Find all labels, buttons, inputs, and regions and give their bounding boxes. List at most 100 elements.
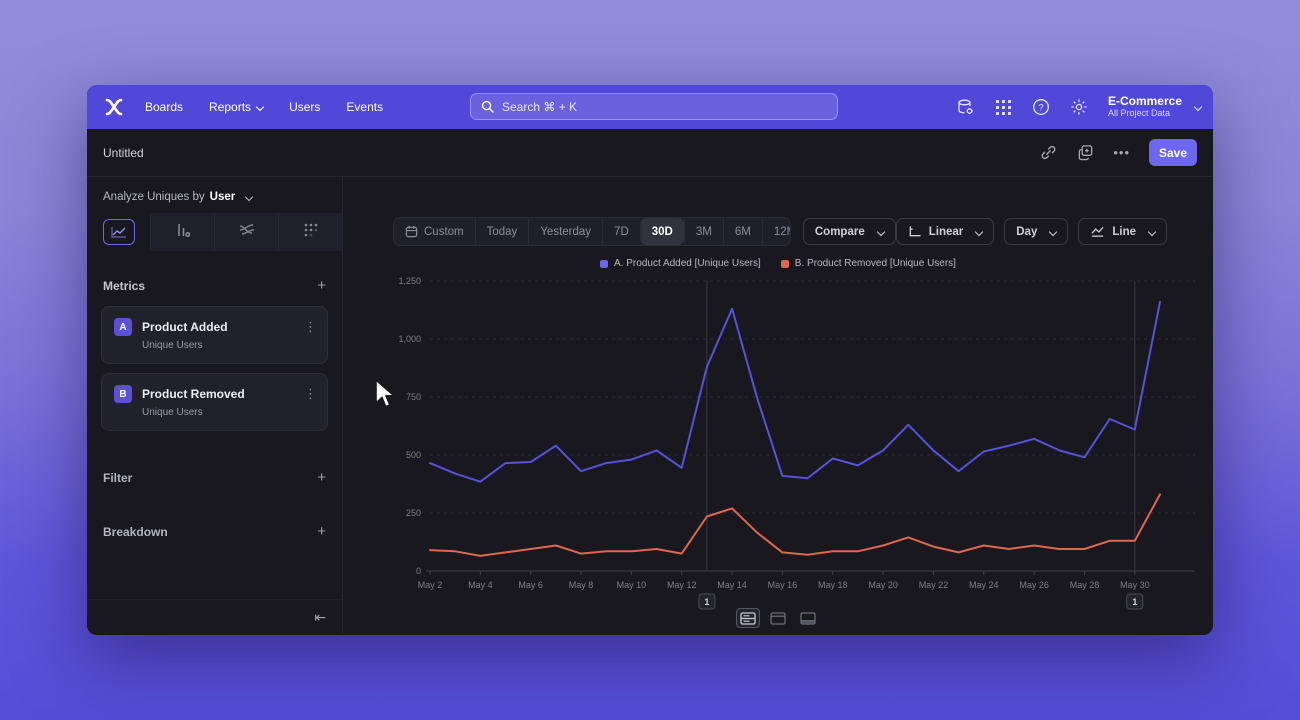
svg-text:May 6: May 6 bbox=[518, 580, 543, 590]
nav-item-label: Events bbox=[346, 100, 384, 114]
add-metric-button[interactable]: + bbox=[317, 277, 326, 294]
nav-item-users[interactable]: Users bbox=[289, 100, 320, 114]
interval-label: Day bbox=[1016, 225, 1038, 238]
series-line[interactable] bbox=[429, 300, 1161, 483]
chart-panel: Custom Today Yesterday 7D 30D 3M 6M 12M … bbox=[343, 177, 1213, 634]
chevron-down-icon bbox=[876, 227, 885, 236]
chart-legend: A. Product Added [Unique Users] B. Produc… bbox=[343, 258, 1213, 269]
analyze-entity-dropdown[interactable]: User bbox=[209, 191, 236, 203]
search-input[interactable]: Search ⌘ + K bbox=[470, 93, 838, 120]
chevron-down-icon bbox=[975, 227, 984, 236]
metric-badge: A bbox=[114, 318, 132, 336]
date-range-segmented-control: Custom Today Yesterday 7D 30D 3M 6M 12M bbox=[393, 217, 791, 246]
tab-insights-bar[interactable] bbox=[150, 213, 214, 251]
chart-area[interactable]: 0 250 500 750 1,000 1,250 May 2 May 4 May 6 May 8… bbox=[343, 274, 1213, 619]
copy-link-icon[interactable] bbox=[1039, 144, 1057, 162]
legend-item[interactable]: B. Product Removed [Unique Users] bbox=[780, 258, 956, 269]
data-management-icon[interactable] bbox=[956, 98, 975, 117]
app-window: Boards Reports Users Events Search ⌘ + K bbox=[87, 85, 1213, 635]
tab-flows[interactable] bbox=[214, 213, 278, 251]
svg-text:May 28: May 28 bbox=[1070, 580, 1100, 590]
legend-item[interactable]: A. Product Added [Unique Users] bbox=[600, 258, 761, 269]
layout-chart-only-button[interactable] bbox=[766, 608, 790, 628]
nav-items: Boards Reports Users Events bbox=[145, 100, 383, 114]
line-type-icon bbox=[1090, 225, 1105, 238]
more-options-button[interactable]: ••• bbox=[1113, 145, 1130, 160]
svg-text:May 20: May 20 bbox=[868, 580, 898, 590]
chart-type-dropdown[interactable]: Line bbox=[1078, 218, 1167, 245]
compare-label: Compare bbox=[814, 225, 865, 238]
range-3m[interactable]: 3M bbox=[683, 218, 723, 245]
help-icon[interactable]: ? bbox=[1032, 98, 1051, 117]
metric-card-b[interactable]: B Product Removed Unique Users ⋮ bbox=[101, 373, 328, 431]
search-icon bbox=[481, 100, 494, 113]
save-button[interactable]: Save bbox=[1149, 139, 1197, 166]
scale-label: Linear bbox=[928, 225, 964, 238]
duplicate-icon[interactable] bbox=[1076, 144, 1094, 162]
apps-grid-icon[interactable] bbox=[994, 98, 1013, 117]
filter-title: Filter bbox=[103, 470, 133, 485]
visualization-tabs bbox=[87, 213, 342, 251]
chart-svg: 0 250 500 750 1,000 1,250 May 2 May 4 May 6 May 8… bbox=[398, 276, 1195, 610]
svg-text:May 2: May 2 bbox=[418, 580, 443, 590]
metric-subtitle[interactable]: Unique Users bbox=[142, 407, 203, 418]
range-6m[interactable]: 6M bbox=[722, 218, 762, 245]
scale-dropdown[interactable]: Linear bbox=[895, 218, 995, 245]
chevron-down-icon bbox=[1147, 227, 1157, 236]
layout-chart-and-table-button[interactable] bbox=[736, 608, 760, 628]
bar-chart-icon bbox=[174, 222, 192, 243]
svg-text:500: 500 bbox=[406, 450, 421, 460]
range-today[interactable]: Today bbox=[474, 218, 529, 245]
interval-dropdown[interactable]: Day bbox=[1004, 218, 1069, 245]
metric-subtitle[interactable]: Unique Users bbox=[142, 340, 203, 351]
svg-text:May 4: May 4 bbox=[468, 580, 493, 590]
range-label: Custom bbox=[424, 225, 464, 238]
svg-text:750: 750 bbox=[406, 392, 421, 402]
svg-text:1,250: 1,250 bbox=[398, 276, 421, 286]
metric-menu-icon[interactable]: ⋮ bbox=[304, 319, 317, 334]
svg-text:?: ? bbox=[1039, 102, 1044, 113]
nav-right-cluster: ? E-Commerce All Project Data bbox=[956, 85, 1203, 129]
annotation-badge[interactable]: 1 bbox=[698, 593, 716, 610]
chart-toolbar: Custom Today Yesterday 7D 30D 3M 6M 12M … bbox=[393, 217, 1167, 246]
settings-gear-icon[interactable] bbox=[1070, 98, 1089, 117]
series-line[interactable] bbox=[429, 493, 1161, 557]
search-placeholder: Search ⌘ + K bbox=[502, 99, 578, 114]
breakdown-header: Breakdown + bbox=[87, 523, 342, 540]
query-builder-sidebar: Analyze Uniques by User bbox=[87, 177, 343, 634]
chart-type-label: Line bbox=[1112, 225, 1136, 238]
report-title[interactable]: Untitled bbox=[103, 145, 144, 160]
range-30d[interactable]: 30D bbox=[639, 218, 684, 245]
project-name: E-Commerce bbox=[1107, 94, 1182, 108]
annotation-badge[interactable]: 1 bbox=[1126, 593, 1144, 610]
nav-item-label: Reports bbox=[209, 100, 252, 114]
svg-text:May 14: May 14 bbox=[717, 580, 747, 590]
line-chart-icon bbox=[102, 219, 135, 245]
legend-label: A. Product Added [Unique Users] bbox=[614, 258, 761, 269]
add-filter-button[interactable]: + bbox=[317, 469, 326, 486]
add-breakdown-button[interactable]: + bbox=[317, 523, 326, 540]
range-12m[interactable]: 12M bbox=[761, 218, 790, 245]
metrics-title: Metrics bbox=[103, 278, 146, 293]
mixpanel-logo-icon[interactable] bbox=[101, 96, 127, 118]
legend-swatch bbox=[600, 259, 609, 268]
nav-item-reports[interactable]: Reports bbox=[209, 100, 265, 114]
metric-menu-icon[interactable]: ⋮ bbox=[304, 386, 317, 401]
svg-text:May 26: May 26 bbox=[1019, 580, 1049, 590]
range-yesterday[interactable]: Yesterday bbox=[528, 218, 602, 245]
collapse-sidebar-icon[interactable]: ⇤ bbox=[314, 608, 326, 625]
nav-item-events[interactable]: Events bbox=[346, 100, 383, 114]
project-switcher[interactable]: E-Commerce All Project Data bbox=[1107, 94, 1203, 119]
nav-item-boards[interactable]: Boards bbox=[145, 100, 183, 114]
tab-insights-line[interactable] bbox=[87, 213, 150, 251]
svg-text:May 24: May 24 bbox=[969, 580, 999, 590]
legend-swatch bbox=[780, 259, 789, 268]
layout-table-only-button[interactable] bbox=[796, 608, 820, 628]
range-7d[interactable]: 7D bbox=[602, 218, 640, 245]
breakdown-title: Breakdown bbox=[103, 524, 168, 539]
metric-card-a[interactable]: A Product Added Unique Users ⋮ bbox=[101, 306, 328, 364]
range-custom[interactable]: Custom bbox=[394, 218, 475, 245]
svg-text:1,000: 1,000 bbox=[398, 334, 421, 344]
tab-retention[interactable] bbox=[278, 213, 342, 251]
compare-dropdown[interactable]: Compare bbox=[802, 218, 896, 245]
